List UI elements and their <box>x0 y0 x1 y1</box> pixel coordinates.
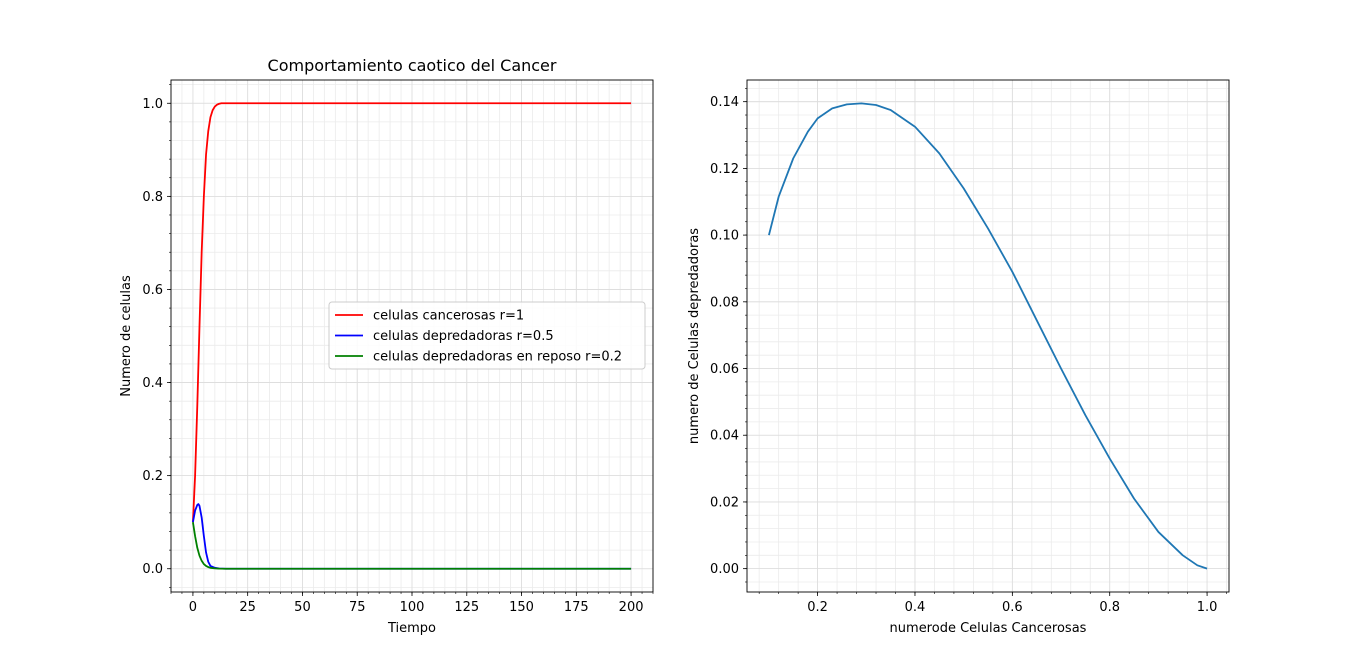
right-plot: 0.2 0.4 0.6 0.8 1.0 0.00 0.02 0.04 0.06 0.08 0.10 0… <box>687 79 1230 636</box>
x-tick-label: 50 <box>294 600 311 615</box>
y-tick-label: 0.02 <box>710 495 739 510</box>
axes-frame <box>170 79 654 593</box>
x-tick-label: 175 <box>564 600 589 615</box>
y-axis-label: Numero de celulas <box>119 275 134 397</box>
legend: celulas cancerosas r=1 celulas depredador… <box>328 301 646 370</box>
chart-title: Comportamiento caotico del Cancer <box>268 56 557 75</box>
y-tick-label: 0.08 <box>710 295 739 310</box>
y-tick-label: 0.06 <box>710 362 739 377</box>
x-tick-label: 1.0 <box>1197 600 1218 615</box>
axes-frame <box>746 79 1230 593</box>
y-tick-label: 0.0 <box>142 562 163 577</box>
y-tick-label: 0.04 <box>710 429 739 444</box>
legend-entry-1: celulas depredadoras r=0.5 <box>373 329 554 344</box>
x-tick-label: 0.2 <box>807 600 828 615</box>
y-tick-label: 0.10 <box>710 229 739 244</box>
x-tick-label: 0 <box>189 600 197 615</box>
x-tick-label: 25 <box>239 600 256 615</box>
x-tick-label: 0.4 <box>905 600 926 615</box>
y-tick-label: 0.12 <box>710 162 739 177</box>
x-axis-label: numerode Celulas Cancerosas <box>890 621 1087 636</box>
x-tick-label: 125 <box>454 600 479 615</box>
series-line-2 <box>192 522 632 570</box>
series-line-0 <box>192 102 632 523</box>
x-tick-label: 0.6 <box>1002 600 1023 615</box>
x-tick-label: 100 <box>400 600 425 615</box>
left-plot: 0 25 50 75 100 125 150 175 200 0.0 0.2 0.4 0.6 0.8 1.0… <box>119 56 654 636</box>
x-tick-label: 0.8 <box>1099 600 1120 615</box>
y-tick-label: 0.14 <box>710 95 739 110</box>
y-tick-label: 0.8 <box>142 190 163 205</box>
x-tick-label: 200 <box>619 600 644 615</box>
legend-box <box>328 301 646 370</box>
y-tick-label: 0.4 <box>142 376 163 391</box>
y-tick-label: 0.00 <box>710 562 739 577</box>
y-tick-label: 0.2 <box>142 469 163 484</box>
x-axis-label: Tiempo <box>387 621 436 636</box>
legend-entry-0: celulas cancerosas r=1 <box>373 309 524 324</box>
y-axis-label: numero de Celulas depredadoras <box>687 228 702 444</box>
legend-entry-2: celulas depredadoras en reposo r=0.2 <box>373 350 622 365</box>
x-tick-label: 75 <box>349 600 366 615</box>
series-line-0 <box>768 102 1208 570</box>
y-tick-label: 1.0 <box>142 97 163 112</box>
y-tick-label: 0.6 <box>142 283 163 298</box>
x-tick-label: 150 <box>509 600 534 615</box>
